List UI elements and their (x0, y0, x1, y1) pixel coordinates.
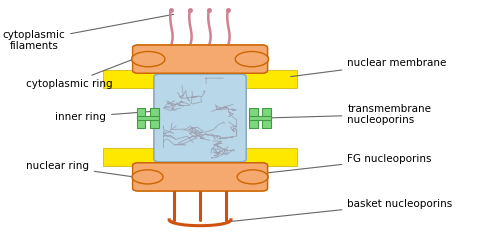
FancyBboxPatch shape (132, 163, 268, 191)
FancyBboxPatch shape (154, 74, 246, 162)
Text: cytoplasmic ring: cytoplasmic ring (26, 60, 131, 89)
Ellipse shape (237, 170, 268, 184)
FancyBboxPatch shape (132, 163, 268, 191)
Bar (102, 70, 298, 88)
FancyBboxPatch shape (132, 45, 268, 73)
Ellipse shape (132, 51, 165, 67)
Ellipse shape (132, 51, 165, 67)
Bar (137, 108, 145, 128)
Ellipse shape (132, 170, 163, 184)
FancyBboxPatch shape (154, 74, 246, 162)
Bar (164, 69, 236, 78)
Text: transmembrane
nucleoporins: transmembrane nucleoporins (268, 104, 432, 125)
Bar (161, 156, 239, 167)
Text: basket nucleoporins: basket nucleoporins (226, 199, 452, 222)
Bar (137, 116, 158, 120)
Ellipse shape (235, 51, 268, 67)
Text: cytoplasmic
filaments: cytoplasmic filaments (2, 14, 173, 51)
Bar (262, 108, 271, 128)
Text: nuclear membrane: nuclear membrane (290, 58, 446, 77)
Bar (160, 69, 240, 79)
Bar (249, 116, 271, 120)
Bar (166, 160, 234, 164)
Bar (150, 108, 158, 128)
Ellipse shape (237, 170, 268, 184)
Ellipse shape (235, 51, 268, 67)
Bar (249, 108, 258, 128)
Text: FG nucleoporins: FG nucleoporins (255, 154, 432, 174)
Text: nuclear ring: nuclear ring (26, 161, 131, 177)
Text: inner ring: inner ring (55, 111, 154, 122)
Bar (102, 148, 298, 166)
Ellipse shape (132, 170, 163, 184)
FancyBboxPatch shape (132, 45, 268, 73)
